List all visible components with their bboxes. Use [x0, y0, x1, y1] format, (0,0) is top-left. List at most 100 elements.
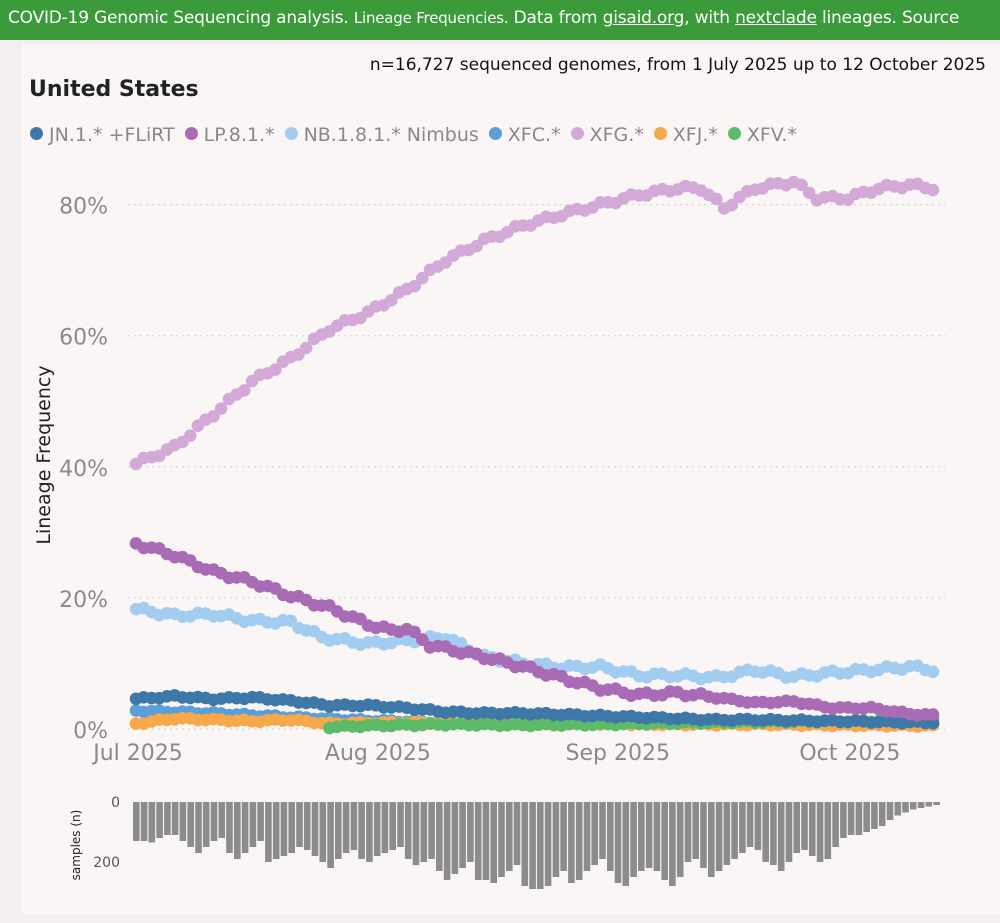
legend-label: XFC.* [507, 124, 561, 146]
data-point [926, 708, 940, 721]
legend-item[interactable]: XFJ.* [653, 124, 718, 146]
data-point [416, 633, 429, 646]
sample-bar [840, 802, 847, 838]
header-text: COVID-19 Genomic Sequencing analysis. Li… [8, 8, 959, 28]
sample-bar [653, 802, 661, 871]
x-tick-label: Aug 2025 [325, 741, 431, 766]
sample-bar [731, 802, 738, 859]
sample-bar [451, 802, 459, 874]
nextclade-link[interactable]: nextclade [735, 8, 817, 28]
sample-bar [684, 802, 692, 862]
sample-bar [327, 802, 334, 868]
legend-label: LP.8.1.* [203, 124, 275, 146]
sample-bar [459, 802, 466, 868]
x-tick-label: Sep 2025 [566, 741, 670, 766]
sample-bar [886, 802, 894, 820]
sample-bar [241, 802, 249, 853]
sample-bar [863, 802, 870, 832]
chart-subtitle: n=16,727 sequenced genomes, from 1 July … [369, 55, 986, 75]
data-point [385, 294, 398, 307]
sample-bar [661, 802, 668, 880]
sample-bar [715, 802, 723, 871]
sample-bar [148, 802, 156, 843]
sample-bar [754, 802, 762, 850]
sample-bar [871, 802, 878, 829]
chart-panel: n=16,727 sequenced genomes, from 1 July … [22, 44, 1000, 914]
sample-bar [202, 802, 210, 847]
sample-bar [272, 802, 280, 859]
series-lp [129, 537, 940, 722]
sample-bar [342, 802, 350, 853]
gisaid-link[interactable]: gisaid.org [602, 8, 685, 28]
legend-dot-icon [30, 127, 43, 140]
sample-bar [762, 802, 769, 862]
sample-bar [249, 802, 257, 847]
sample-bar [482, 802, 490, 880]
sample-bar [412, 802, 420, 865]
legend-dot-icon [570, 127, 584, 140]
legend-label: XFV.* [746, 124, 797, 146]
sample-bar [645, 802, 653, 868]
legend-dot-icon [488, 127, 502, 140]
data-point [725, 198, 739, 212]
sample-bar [933, 802, 940, 805]
header-title: COVID-19 Genomic Sequencing analysis. [8, 8, 349, 28]
samples-tick-label: 0 [111, 795, 120, 811]
sample-bar [824, 802, 832, 859]
sample-bar [676, 802, 684, 877]
sample-bar [226, 802, 233, 853]
sample-bar [265, 802, 272, 862]
sample-bar [335, 802, 342, 859]
sample-bar [816, 802, 824, 862]
legend-item[interactable]: LP.8.1.* [184, 124, 275, 146]
sample-bar [568, 802, 575, 883]
legend-label: JN.1.* +FLiRT [49, 124, 175, 146]
sample-bar [179, 802, 187, 841]
header-lineages-text: lineages. Source [821, 8, 960, 28]
legend-label: XFJ.* [672, 124, 718, 146]
sample-bar [303, 802, 311, 850]
sample-bar [809, 802, 816, 856]
legend-dot-icon [184, 127, 198, 140]
y-tick-label: 40% [59, 457, 108, 482]
sample-bar [669, 802, 676, 886]
legend-item[interactable]: XFG.* [570, 124, 644, 146]
sample-bar [187, 802, 194, 847]
sample-bar [288, 802, 295, 853]
data-point [926, 665, 940, 679]
sample-bar [793, 802, 800, 853]
sample-bar [777, 802, 785, 871]
sample-bar [498, 802, 505, 877]
legend-item[interactable]: NB.1.8.1.* Nimbus [284, 124, 479, 146]
sample-bar [467, 802, 474, 862]
sample-bar [210, 802, 218, 841]
legend-label: XFG.* [589, 124, 644, 146]
sample-bar [560, 802, 567, 871]
sample-bar [708, 802, 715, 877]
sample-bar [428, 802, 435, 859]
sample-bar [420, 802, 428, 862]
sample-bar [218, 802, 226, 838]
sample-bar [474, 802, 482, 880]
sample-bar [925, 802, 933, 807]
legend-label: NB.1.8.1.* Nimbus [303, 124, 479, 146]
sample-bar [156, 802, 163, 838]
y-tick-label: 60% [59, 326, 108, 351]
sample-bar [591, 802, 598, 865]
data-point [926, 716, 940, 730]
y-axis-label: Lineage Frequency [33, 365, 55, 544]
sample-bar [607, 802, 614, 871]
sample-bar [257, 802, 264, 841]
sample-bar [630, 802, 637, 877]
legend-item[interactable]: JN.1.* +FLiRT [30, 124, 175, 146]
data-point [795, 178, 808, 192]
sample-bar [490, 802, 497, 883]
data-point [710, 192, 723, 206]
sample-bar [521, 802, 529, 886]
sample-bar [366, 802, 373, 862]
legend-item[interactable]: XFC.* [488, 124, 561, 146]
legend-item[interactable]: XFV.* [727, 124, 797, 146]
sample-bar [770, 802, 777, 865]
header-subtitle: Lineage Frequencies. [353, 9, 509, 27]
